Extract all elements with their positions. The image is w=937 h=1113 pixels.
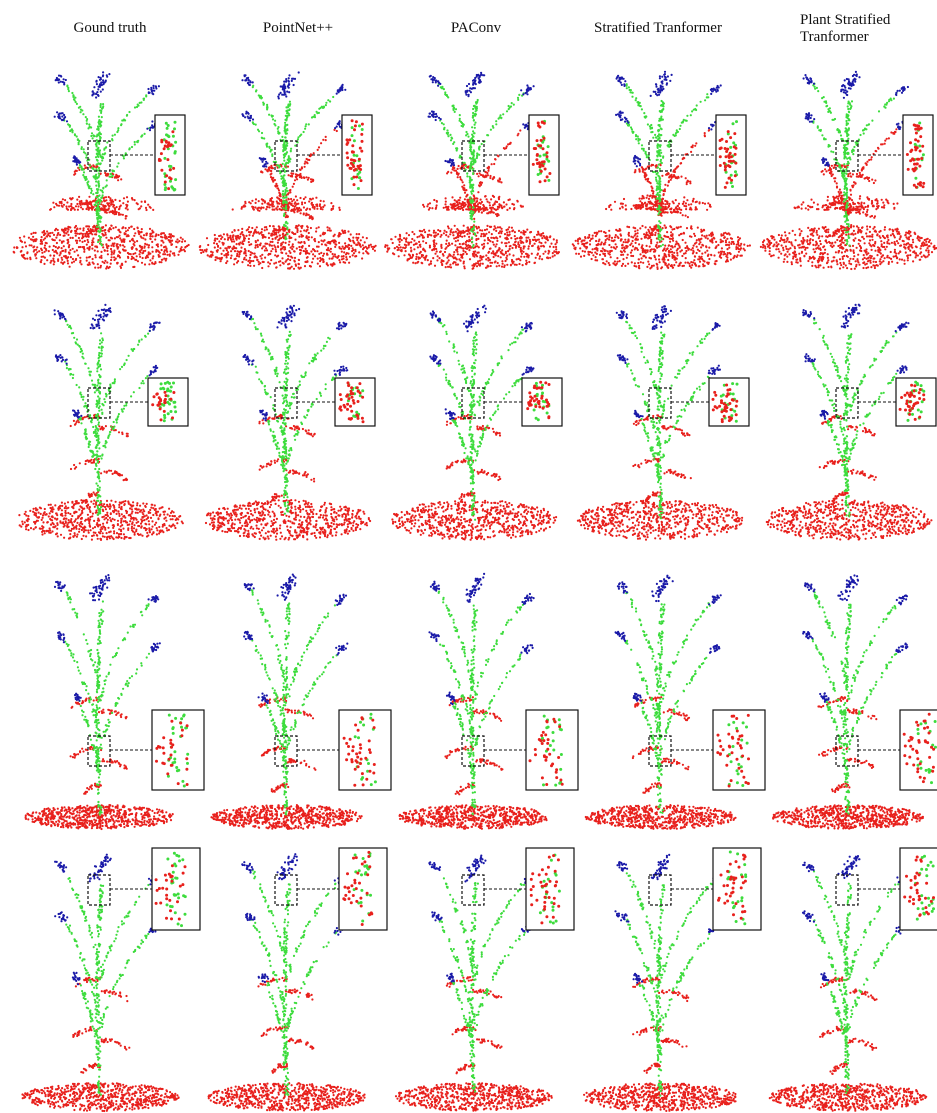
flower-points <box>55 575 160 701</box>
leaf-points <box>206 415 370 540</box>
zoom-inset <box>155 115 185 195</box>
zoom-inset <box>713 848 761 930</box>
stem-points <box>251 319 336 514</box>
flower-points <box>429 73 534 166</box>
flower-points <box>616 855 720 983</box>
stem-points <box>66 878 148 1095</box>
leaf-points <box>19 415 182 540</box>
flower-points <box>242 854 345 982</box>
flower-points <box>429 856 534 982</box>
zoom-inset <box>339 848 387 930</box>
zoom-region <box>275 875 297 905</box>
flower-points <box>803 576 907 702</box>
flower-points <box>617 306 720 417</box>
leaf-points <box>767 415 932 539</box>
zoom-inset <box>339 710 391 790</box>
flower-points <box>803 305 908 419</box>
stem-points <box>813 592 896 813</box>
zoom-inset <box>900 710 937 790</box>
stem-points <box>440 878 525 1091</box>
stem-points <box>253 86 333 239</box>
stem-points <box>627 873 712 1095</box>
zoom-inset <box>709 378 749 426</box>
flower-points <box>244 575 347 703</box>
flower-points <box>430 574 534 704</box>
flower-points <box>55 855 159 985</box>
leaf-points <box>392 415 556 540</box>
flower-points <box>243 73 346 167</box>
figure: Gound truth PointNet++ PAConv Stratified… <box>0 0 937 1113</box>
flower-points <box>616 72 721 166</box>
flower-points <box>804 72 908 166</box>
zoom-region <box>649 875 671 905</box>
flower-points <box>55 305 160 418</box>
zoom-region <box>275 388 297 418</box>
leaf-points <box>23 977 179 1111</box>
point-cloud-grid <box>0 0 937 1113</box>
flower-points <box>803 856 909 980</box>
flower-points <box>616 576 721 701</box>
zoom-inset <box>526 710 578 790</box>
flower-points <box>243 306 348 420</box>
zoom-region <box>462 875 484 905</box>
zoom-inset <box>152 710 204 790</box>
stem-points <box>627 84 709 246</box>
zoom-inset <box>713 710 765 790</box>
stem-points <box>814 871 899 1092</box>
leaf-points <box>26 698 173 829</box>
zoom-inset <box>900 848 937 930</box>
leaf-points <box>396 977 552 1111</box>
flower-points <box>55 72 161 164</box>
flower-points <box>430 306 533 419</box>
stem-points <box>252 590 337 814</box>
